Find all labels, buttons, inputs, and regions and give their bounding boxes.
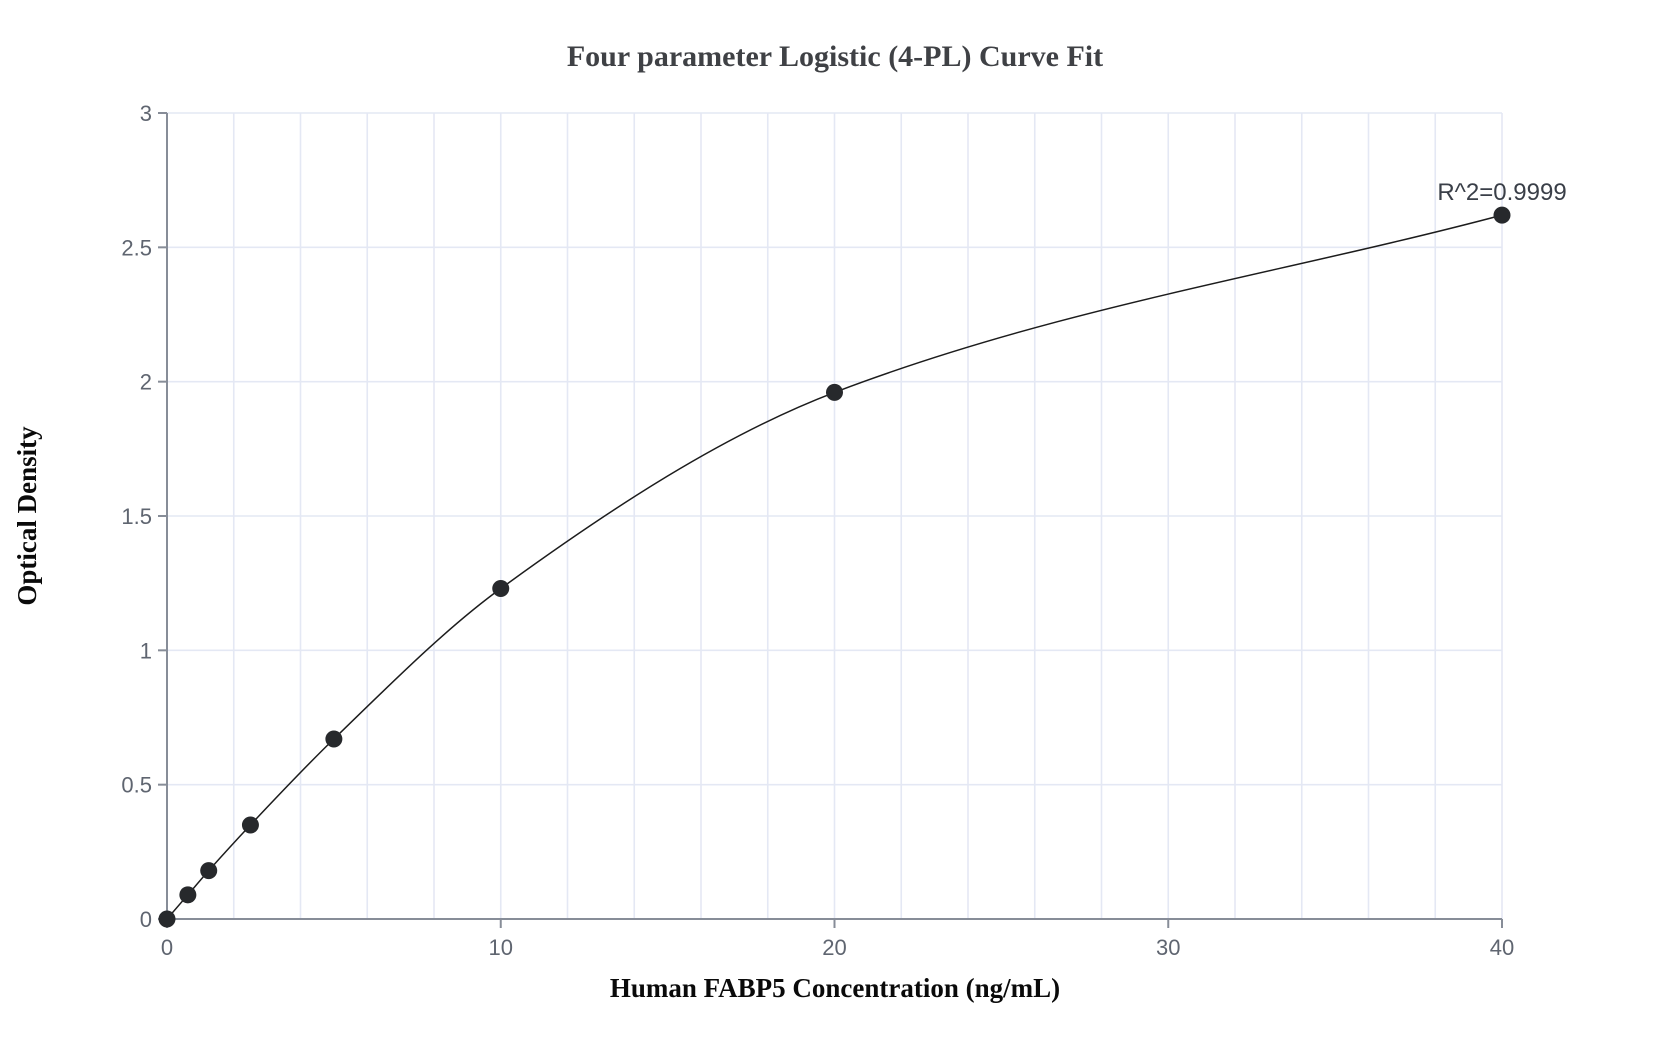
x-tick-label: 10 <box>489 935 513 960</box>
data-point <box>179 886 197 904</box>
data-series <box>158 206 1511 928</box>
data-point <box>492 580 510 598</box>
y-tick-label: 1.5 <box>121 504 152 529</box>
axes: 0 10 20 30 40 0 0.5 1 1.5 2 2.5 3 <box>121 101 1514 960</box>
y-tick-label: 2 <box>140 370 152 395</box>
x-axis-title: Human FABP5 Concentration (ng/mL) <box>610 973 1060 1003</box>
y-tick-label: 0 <box>140 907 152 932</box>
data-point <box>1493 206 1511 224</box>
y-tick-label: 3 <box>140 101 152 126</box>
x-tick-label: 0 <box>161 935 173 960</box>
r-squared-annotation: R^2=0.9999 <box>1437 179 1566 206</box>
data-point <box>200 862 218 880</box>
data-point <box>826 383 843 401</box>
data-point <box>158 910 176 928</box>
y-axis-title: Optical Density <box>12 426 42 606</box>
y-tick-label: 1 <box>140 638 152 663</box>
data-point <box>241 816 259 834</box>
chart-title: Four parameter Logistic (4-PL) Curve Fit <box>567 40 1103 73</box>
gridlines <box>167 112 1503 919</box>
y-tick-label: 2.5 <box>121 235 152 260</box>
x-tick-label: 20 <box>822 935 846 960</box>
x-tick-label: 30 <box>1156 935 1180 960</box>
y-tick-label: 0.5 <box>121 773 152 798</box>
x-tick-label: 40 <box>1490 935 1514 960</box>
data-point <box>325 730 343 748</box>
